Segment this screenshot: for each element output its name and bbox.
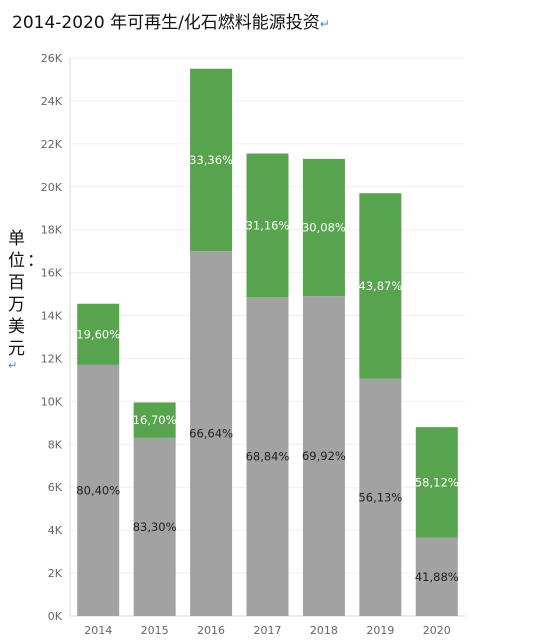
- x-tick-label: 2019: [366, 624, 394, 637]
- renewable-bar-segment: [359, 193, 402, 379]
- x-tick-label: 2015: [141, 624, 169, 637]
- chart-title-text: 2014-2020 年可再生/化石燃料能源投资: [12, 13, 320, 33]
- renewable-bar-segment: [190, 68, 233, 252]
- renewable-bar-segment: [415, 427, 458, 538]
- y-axis-label-text: 单位：百万美元: [8, 229, 46, 359]
- renewable-percent-label: 43,87%: [358, 279, 402, 293]
- y-tick-label: 6K: [48, 481, 63, 494]
- fossil-percent-label: 80,40%: [76, 483, 120, 497]
- fossil-bar-segment: [246, 297, 289, 616]
- x-tick-label: 2017: [254, 624, 282, 637]
- renewable-percent-label: 33,36%: [189, 153, 233, 167]
- fossil-bar-segment: [190, 251, 233, 616]
- y-tick-label: 20K: [41, 181, 63, 194]
- y-tick-label: 10K: [41, 395, 63, 408]
- fossil-bar-segment: [359, 378, 402, 616]
- renewable-percent-label: 30,08%: [302, 221, 346, 235]
- chart-title: 2014-2020 年可再生/化石燃料能源投资↵: [12, 8, 330, 33]
- return-mark-icon: ↵: [319, 17, 330, 31]
- fossil-percent-label: 69,92%: [302, 449, 346, 463]
- renewable-bar-segment: [77, 303, 120, 365]
- y-tick-label: 0K: [48, 610, 63, 623]
- renewable-bar-segment: [246, 153, 289, 298]
- renewable-percent-label: 19,60%: [76, 327, 120, 341]
- y-tick-label: 4K: [48, 524, 63, 537]
- y-tick-label: 16K: [41, 267, 63, 280]
- fossil-percent-label: 68,84%: [246, 450, 290, 464]
- fossil-percent-label: 56,13%: [358, 490, 402, 504]
- renewable-percent-label: 58,12%: [415, 475, 459, 489]
- y-tick-label: 26K: [41, 52, 63, 65]
- fossil-percent-label: 66,64%: [189, 427, 233, 441]
- fossil-bar-segment: [415, 537, 458, 616]
- renewable-percent-label: 31,16%: [246, 218, 290, 232]
- renewable-percent-label: 16,70%: [133, 413, 177, 427]
- fossil-bar-segment: [302, 296, 345, 616]
- fossil-percent-label: 41,88%: [415, 570, 459, 584]
- y-tick-label: 22K: [41, 138, 63, 151]
- x-tick-label: 2020: [423, 624, 451, 637]
- fossil-bar-segment: [77, 364, 120, 616]
- y-tick-label: 2K: [48, 567, 63, 580]
- renewable-bar-segment: [302, 158, 345, 297]
- y-axis-label: 单位：百万美元 ↵: [8, 228, 44, 372]
- return-mark-icon: ↵: [8, 359, 20, 372]
- x-tick-label: 2018: [310, 624, 338, 637]
- x-tick-label: 2014: [84, 624, 112, 637]
- y-tick-label: 18K: [41, 224, 63, 237]
- fossil-percent-label: 83,30%: [133, 520, 177, 534]
- x-tick-label: 2016: [197, 624, 225, 637]
- renewable-bar-segment: [133, 402, 176, 438]
- y-tick-label: 14K: [41, 310, 63, 323]
- y-tick-label: 12K: [41, 352, 63, 365]
- fossil-bar-segment: [133, 437, 176, 616]
- y-tick-label: 8K: [48, 438, 63, 451]
- y-tick-label: 24K: [41, 95, 63, 108]
